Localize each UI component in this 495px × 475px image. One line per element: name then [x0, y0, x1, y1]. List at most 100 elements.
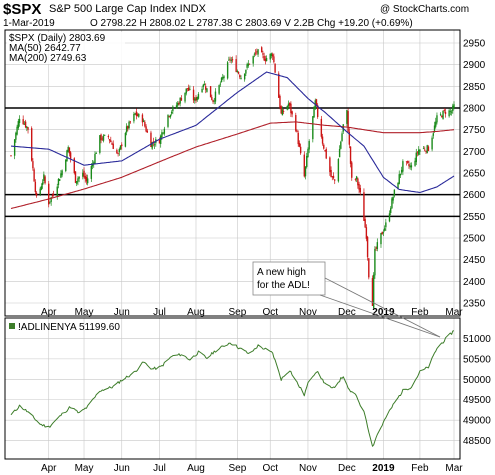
candle-body	[49, 201, 51, 203]
candle-body	[101, 138, 103, 140]
price-y-tick-label: 2500	[463, 234, 486, 245]
candle-body	[444, 111, 447, 115]
candle-body	[196, 96, 198, 101]
candle-body	[388, 213, 391, 222]
price-panel-marks	[5, 46, 460, 309]
price-y-tick-label: 2350	[463, 299, 486, 310]
candle-body	[194, 98, 196, 101]
candle-body	[254, 52, 257, 54]
candle-body	[39, 188, 41, 195]
candle-body	[153, 144, 156, 146]
candle-body	[82, 172, 84, 177]
candle-body	[128, 121, 130, 129]
candle-body	[287, 103, 290, 107]
candle-body	[91, 163, 94, 167]
candle-body	[58, 179, 61, 181]
candle-body	[442, 110, 444, 119]
candle-body	[371, 278, 374, 306]
candle-body	[48, 183, 50, 205]
adl-x-tick-label: Sep	[228, 463, 246, 474]
candle-body	[93, 162, 95, 165]
candle-body	[202, 84, 204, 87]
candle-body	[358, 183, 360, 190]
price-y-tick-label: 2800	[463, 104, 486, 115]
candle-body	[291, 111, 293, 115]
candle-body	[261, 47, 263, 53]
candle-body	[375, 247, 377, 249]
candle-body	[231, 59, 234, 61]
candle-body	[134, 113, 136, 115]
candle-body	[257, 49, 259, 55]
candle-body	[450, 111, 453, 113]
candle-body	[34, 181, 37, 193]
candle-body	[161, 132, 163, 138]
candle-body	[399, 173, 402, 176]
candle-body	[347, 111, 349, 132]
candle-body	[168, 116, 170, 118]
candle-body	[23, 123, 26, 125]
candle-body	[306, 155, 308, 167]
price-y-tick-label: 2700	[463, 147, 486, 158]
candle-body	[163, 128, 166, 134]
candle-body	[107, 135, 110, 138]
candle-body	[195, 97, 197, 101]
candle-body	[84, 175, 86, 180]
candle-body	[135, 111, 138, 116]
adl-line	[10, 330, 455, 447]
candle-body	[398, 174, 400, 184]
candle-body	[22, 119, 24, 125]
candle-body	[271, 54, 274, 57]
candle-body	[85, 176, 88, 182]
adl-y-tick-label: 49000	[463, 416, 491, 427]
candle-body	[273, 56, 275, 63]
candle-body	[209, 86, 212, 98]
price-panel-frame	[4, 29, 461, 317]
candle-body	[119, 145, 122, 150]
candle-body	[265, 58, 268, 62]
candle-body	[57, 178, 60, 185]
candle-body	[282, 111, 285, 112]
candle-body	[426, 145, 428, 153]
chart-date: 1-Mar-2019	[3, 18, 55, 29]
candle-body	[243, 73, 246, 80]
candle-body	[286, 105, 288, 110]
candle-body	[289, 102, 291, 106]
price-panel-grid	[5, 30, 460, 316]
candle-body	[73, 158, 75, 174]
candle-body	[185, 88, 187, 94]
candle-body	[30, 128, 33, 161]
candle-body	[323, 144, 325, 149]
candle-body	[392, 196, 394, 201]
candle-body	[24, 121, 27, 128]
price-y-tick-label: 2850	[463, 82, 486, 93]
candle-body	[331, 176, 333, 178]
candle-body	[158, 139, 161, 144]
candle-body	[316, 105, 319, 117]
adl-x-tick-label: Feb	[411, 463, 429, 474]
candle-body	[235, 59, 237, 72]
candle-body	[390, 208, 392, 213]
candle-body	[186, 88, 189, 90]
adl-x-tick-label: Aug	[187, 463, 205, 474]
candle-body	[90, 166, 93, 179]
candle-body	[338, 149, 341, 158]
candle-body	[33, 169, 35, 182]
candle-body	[383, 228, 386, 231]
price-y-tick-label: 2950	[463, 39, 486, 50]
candle-body	[414, 160, 416, 166]
candle-body	[17, 121, 20, 129]
price-x-axis: Apr May Jun Jul Aug Sep Oct Nov Dec 2019 Feb Mar	[41, 307, 463, 318]
candle-body	[246, 64, 248, 68]
candle-body	[214, 91, 217, 102]
candle-body	[226, 62, 229, 79]
candle-body	[341, 133, 343, 142]
candle-body	[385, 222, 387, 228]
adl-y-tick-label: 51000	[463, 334, 491, 345]
price-y-tick-label: 2450	[463, 255, 486, 266]
candle-body	[422, 148, 425, 150]
ma50-line	[10, 71, 455, 194]
candle-body	[27, 127, 29, 130]
candle-body	[177, 102, 179, 106]
candle-body	[263, 55, 265, 61]
candle-body	[364, 219, 366, 228]
